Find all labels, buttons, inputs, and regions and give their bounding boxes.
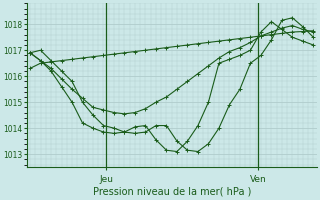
X-axis label: Pression niveau de la mer( hPa ): Pression niveau de la mer( hPa )	[92, 187, 251, 197]
